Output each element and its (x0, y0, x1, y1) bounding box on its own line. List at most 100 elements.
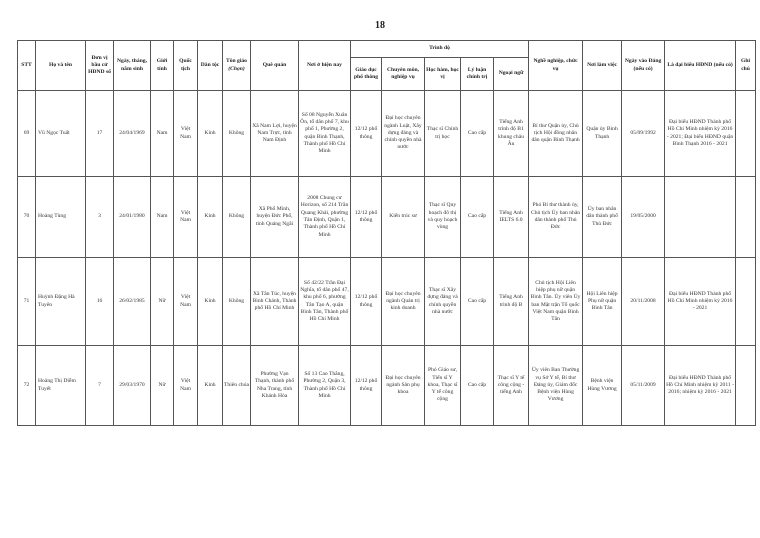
header-gender: Giới tính (150, 40, 174, 91)
cell-gender: Nữ (150, 345, 174, 426)
cell-workplace: Hội Liên hiệp Phụ nữ quận Bình Tân (582, 257, 623, 346)
cell-nationality: Việt Nam (173, 90, 198, 177)
candidate-table: STT Họ và tên Đơn vị bầu cử HĐND số Ngày… (17, 40, 757, 426)
cell-academic: Phó Giáo sư, Tiến sĩ Y khoa, Thạc sĩ Y t… (424, 345, 461, 426)
cell-occupation: Chủ tịch Hội Liên hiệp phụ nữ quận Bình … (528, 257, 584, 346)
table-row: 70 Hoàng Tùng 3 24/01/1980 Nam Việt Nam Kinh Kh… (17, 176, 757, 258)
cell-hometown: Xã Nam Lợi, huyện Nam Trực, tỉnh Nam Địn… (250, 90, 299, 177)
cell-language: Thạc sĩ Y tế công cộng - tiếng Anh (492, 345, 530, 426)
cell-note (735, 345, 757, 426)
cell-general-edu: 12/12 phổ thông (350, 90, 382, 177)
cell-residence: Số 13 Cao Thắng, Phường 2, Quận 3, Thành… (298, 345, 351, 426)
cell-party-date: 05/09/1992 (621, 90, 666, 177)
cell-note (735, 257, 757, 346)
header-education-group: Trình độ (349, 40, 530, 58)
header-residence: Nơi ở hiện nay (298, 40, 351, 91)
cell-nationality: Việt Nam (173, 176, 198, 258)
cell-note (735, 176, 757, 258)
cell-academic: Thạc sĩ Quy hoạch đô thị và quy hoạch vù… (424, 176, 461, 258)
header-general-edu: Giáo dục phổ thông (350, 57, 382, 91)
cell-name: Hoàng Thị Diễm Tuyết (35, 345, 86, 426)
cell-specialty: Đại học chuyên ngành Luật, Xây dựng đảng… (381, 90, 425, 177)
header-stt: STT (17, 40, 36, 91)
cell-party-date: 19/05/2000 (621, 176, 666, 258)
cell-unit: 16 (85, 257, 114, 346)
cell-occupation: Bí thư Quận ủy, Chủ tịch Hội đồng nhân d… (528, 90, 584, 177)
cell-specialty: Đại học chuyên ngành Quản trị kinh doanh (381, 257, 425, 346)
header-religion-label: Tôn giáo (226, 58, 247, 65)
cell-academic: Thạc sĩ Chính trị học (424, 90, 461, 177)
cell-religion: Không (222, 90, 251, 177)
cell-ethnicity: Kinh (197, 345, 223, 426)
cell-gender: Nam (150, 90, 174, 177)
header-ethnicity: Dân tộc (197, 40, 223, 91)
cell-stt: 71 (17, 257, 36, 346)
header-name: Họ và tên (35, 40, 86, 91)
header-religion-note: (Chọn) (228, 65, 245, 72)
cell-workplace: Bệnh viện Hùng Vương (582, 345, 623, 426)
cell-politics: Cao cấp (460, 176, 494, 258)
cell-dob: 24/04/1969 (113, 90, 151, 177)
header-note: Ghi chú (735, 40, 757, 91)
header-hometown: Quê quán (250, 40, 299, 91)
header-nationality: Quốc tịch (173, 40, 198, 91)
header-religion: Tôn giáo (Chọn) (222, 40, 251, 91)
table-row: 71 Huỳnh Đặng Hà Tuyên 16 26/02/1985 Nữ Việt … (17, 257, 757, 346)
cell-nationality: Việt Nam (173, 257, 198, 346)
cell-residence: 2008 Chung cư Horizon, số 214 Trần Quang… (298, 176, 351, 258)
cell-unit: 7 (85, 345, 114, 426)
cell-ethnicity: Kinh (197, 257, 223, 346)
header-language: Ngoại ngữ (492, 57, 530, 91)
cell-residence: Số 08 Nguyễn Xuân Ôn, tổ dân phố 7, khu … (298, 90, 351, 177)
cell-stt: 70 (17, 176, 36, 258)
cell-politics: Cao cấp (460, 90, 494, 177)
cell-dob: 24/01/1980 (113, 176, 151, 258)
cell-name: Huỳnh Đặng Hà Tuyên (35, 257, 86, 346)
table-row: 72 Hoàng Thị Diễm Tuyết 7 29/03/1970 Nữ Việt … (17, 345, 757, 426)
cell-stt: 72 (17, 345, 36, 426)
cell-workplace: Ủy ban nhân dân thành phố Thủ Đức (582, 176, 623, 258)
cell-unit: 3 (85, 176, 114, 258)
cell-religion: Không (222, 176, 251, 258)
header-politics: Lý luận chính trị (460, 57, 494, 91)
table-row: 69 Vũ Ngọc Tuất 17 24/04/1969 Nam Việt Nam Kin… (17, 90, 757, 177)
cell-name: Hoàng Tùng (35, 176, 86, 258)
cell-general-edu: 12/12 phổ thông (350, 257, 382, 346)
header-workplace: Nơi làm việc (582, 40, 623, 91)
cell-dob: 29/03/1970 (113, 345, 151, 426)
page-number: 18 (375, 20, 385, 31)
cell-specialty: Đại học chuyên ngành Sản phụ khoa (381, 345, 425, 426)
cell-religion: Không (222, 257, 251, 346)
cell-gender: Nữ (150, 257, 174, 346)
cell-stt: 69 (17, 90, 36, 177)
cell-language: Tiếng Anh IELTS 6.0 (492, 176, 530, 258)
cell-hometown: Xã Phổ Minh, huyện Đức Phổ, tỉnh Quảng N… (250, 176, 299, 258)
cell-party-date: 05/11/2009 (621, 345, 666, 426)
cell-residence: Số 42/22 Trần Đại Nghĩa, tổ dân phố 47, … (298, 257, 351, 346)
cell-delegate: Đại biểu HĐND Thành phố Hồ Chí Minh nhiệ… (664, 345, 737, 426)
header-dob: Ngày, tháng, năm sinh (113, 40, 151, 91)
header-specialty: Chuyên môn, nghiệp vụ (381, 57, 425, 91)
header-party-date: Ngày vào Đảng (nếu có) (621, 40, 666, 91)
cell-politics: Cao cấp (460, 345, 494, 426)
cell-ethnicity: Kinh (197, 176, 223, 258)
cell-academic: Thạc sĩ Xây dựng đảng và chính quyền nhà… (424, 257, 461, 346)
cell-nationality: Việt Nam (173, 345, 198, 426)
header-unit: Đơn vị bầu cử HĐND số (85, 40, 114, 91)
header-delegate: Là đại biểu HĐND (nếu có) (664, 40, 737, 91)
cell-language: Tiếng Anh trình độ B1 khung châu Âu (492, 90, 530, 177)
cell-note (735, 90, 757, 177)
cell-politics: Cao cấp (460, 257, 494, 346)
cell-specialty: Kiến trúc sư (381, 176, 425, 258)
cell-delegate: Đại biểu HĐND Thành phố Hồ Chí Minh nhiệ… (664, 90, 737, 177)
cell-unit: 17 (85, 90, 114, 177)
cell-religion: Thiên chúa (222, 345, 251, 426)
cell-name: Vũ Ngọc Tuất (35, 90, 86, 177)
header-occupation: Nghề nghiệp, chức vụ (528, 40, 584, 91)
cell-delegate: Đại biểu HĐND Thành phố Hồ Chí Minh nhiệ… (664, 257, 737, 346)
cell-general-edu: 12/12 phổ thông (350, 345, 382, 426)
cell-hometown: Xã Tân Túc, huyện Bình Chánh, Thành phố … (250, 257, 299, 346)
cell-delegate (664, 176, 737, 258)
cell-occupation: Ủy viên Ban Thường vụ Sở Y tế, Bí thư Đả… (528, 345, 584, 426)
header-academic: Học hàm, học vị (424, 57, 461, 91)
